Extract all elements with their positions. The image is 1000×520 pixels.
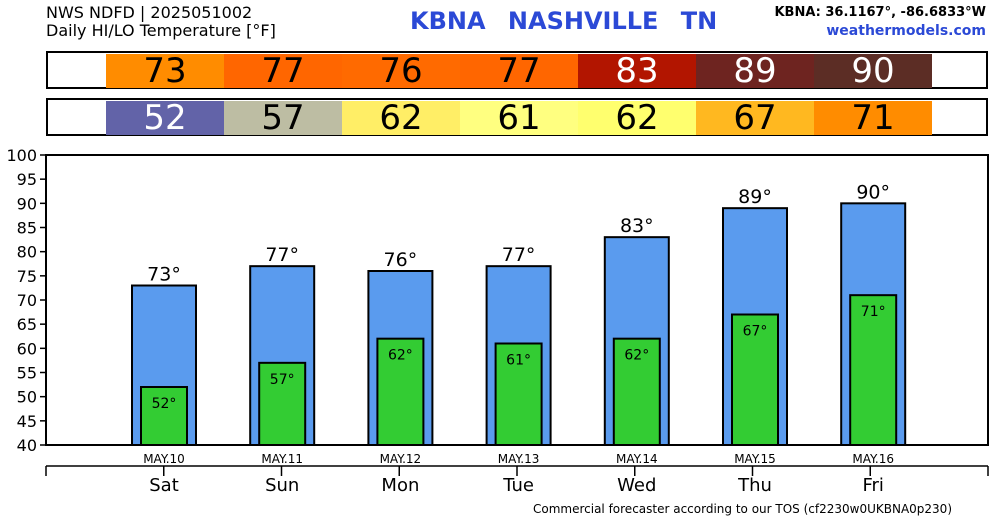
day-label: Tue (502, 475, 534, 496)
lo_row-cell: 62 (342, 101, 460, 135)
y-tick-label: 60 (17, 339, 37, 358)
hi_row-cell: 77 (460, 54, 578, 88)
y-tick-label: 90 (17, 194, 37, 213)
high-value-label: 90° (856, 181, 890, 203)
lo_row-cell: 62 (578, 101, 696, 135)
y-tick-label: 40 (17, 436, 37, 455)
y-tick-label: 70 (17, 291, 37, 310)
y-tick-label: 50 (17, 388, 37, 407)
date-label: MAY.13 (498, 452, 540, 466)
date-label: MAY.11 (261, 452, 303, 466)
low-value-label: 71° (861, 304, 886, 320)
high-value-label: 77° (265, 244, 299, 266)
lo_row-cell: 52 (106, 101, 224, 135)
station-title: KBNA NASHVILLE TN (410, 7, 718, 35)
low-value-label: 67° (743, 324, 768, 340)
date-label: MAY.16 (852, 452, 894, 466)
low-value-label: 52° (152, 396, 177, 412)
high-value-label: 89° (738, 186, 772, 208)
high-value-label: 77° (502, 244, 536, 266)
day-label: Fri (862, 475, 883, 496)
date-label: MAY.14 (616, 452, 658, 466)
low-bar (612, 337, 661, 446)
y-tick-label: 95 (17, 170, 37, 189)
hi_row-cell: 73 (106, 54, 224, 88)
hi_row-cell: 76 (342, 54, 460, 88)
date-label: MAY.15 (734, 452, 776, 466)
high-temperature-row: 73 77 76 77 83 89 90 (46, 51, 988, 89)
low-value-label: 62° (388, 348, 413, 364)
day-label: Thu (737, 475, 772, 496)
day-label: Wed (617, 475, 656, 496)
low-bar (376, 337, 425, 446)
chart-subtitle: Daily HI/LO Temperature [°F] (46, 21, 276, 40)
y-tick-label: 75 (17, 267, 37, 286)
hi_row-cell: 89 (696, 54, 814, 88)
day-label: Sun (265, 475, 299, 496)
low-temperature-row: 52 57 62 61 62 67 71 (46, 98, 988, 136)
footer-note: Commercial forecaster according to our T… (532, 502, 952, 516)
y-tick-label: 65 (17, 315, 37, 334)
site-link[interactable]: weathermodels.com (826, 23, 986, 39)
low-bar (494, 342, 543, 446)
y-tick-label: 55 (17, 364, 37, 383)
high-value-label: 73° (147, 264, 181, 286)
hi_row-cell: 90 (814, 54, 932, 88)
y-tick-label: 85 (17, 219, 37, 238)
low-value-label: 62° (624, 348, 649, 364)
day-label: Mon (381, 475, 419, 496)
hi_row-cell: 77 (224, 54, 342, 88)
product-title: NWS NDFD | 2025051002 (46, 3, 253, 22)
low-value-label: 57° (270, 372, 295, 388)
lo_row-cell: 61 (460, 101, 578, 135)
date-label: MAY.10 (143, 452, 185, 466)
low-bar (140, 386, 188, 446)
lo_row-cell: 71 (814, 101, 932, 135)
low-value-label: 61° (506, 353, 531, 369)
date-label: MAY.12 (380, 452, 422, 466)
low-bar (258, 361, 307, 447)
station-coordinates: KBNA: 36.1167°, -86.6833°W (774, 5, 986, 20)
high-value-label: 76° (384, 249, 418, 271)
y-tick-label: 80 (17, 243, 37, 262)
low-bar (731, 313, 779, 446)
lo_row-cell: 57 (224, 101, 342, 135)
high-value-label: 83° (620, 215, 654, 237)
day-label: Sat (149, 475, 179, 496)
hi_row-cell: 83 (578, 54, 696, 88)
low-bar (849, 294, 898, 446)
y-tick-label: 100 (6, 146, 37, 165)
y-tick-label: 45 (17, 412, 37, 431)
lo_row-cell: 67 (696, 101, 814, 135)
